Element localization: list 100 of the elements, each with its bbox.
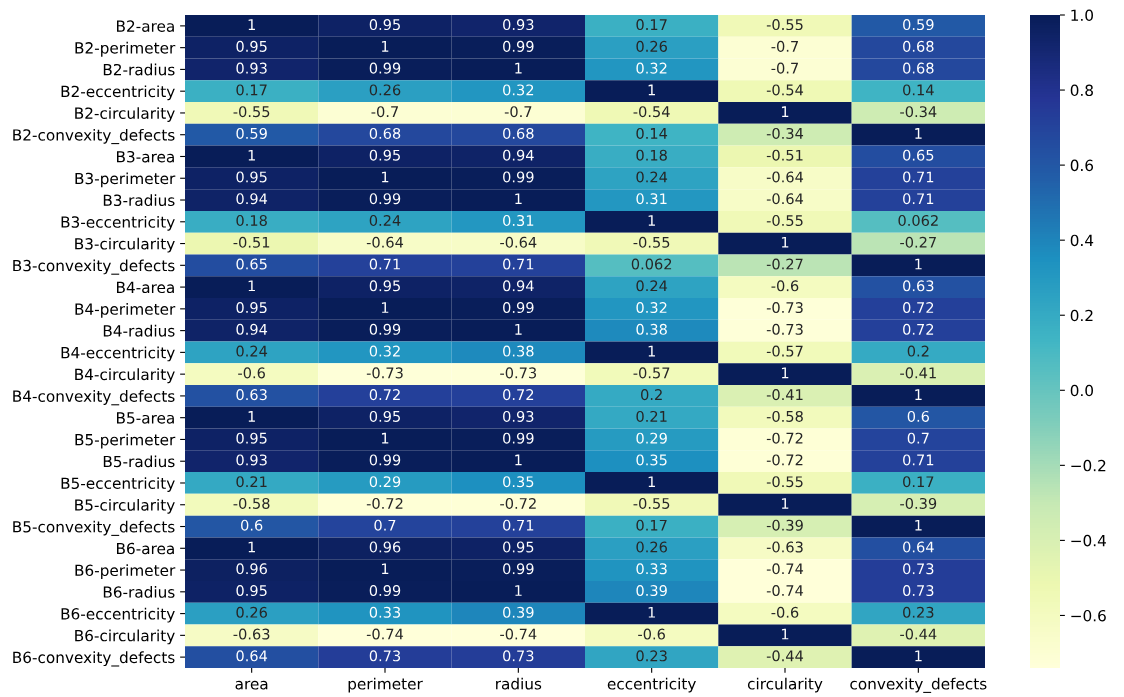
- data-label: 0.68: [903, 62, 934, 74]
- data-label: -0.6: [238, 367, 265, 379]
- data-label: 1: [915, 650, 922, 662]
- data-label: -0.72: [500, 497, 536, 509]
- data-label: -0.55: [766, 19, 803, 31]
- data-label: 1: [248, 280, 255, 292]
- y-tick-label: B2-convexity_defects: [13, 128, 175, 145]
- data-label: 0.18: [236, 214, 267, 227]
- data-label: 0.95: [236, 302, 267, 314]
- y-tick-label: B6-radius: [103, 586, 175, 598]
- data-label: 0.73: [903, 585, 934, 597]
- data-label: 0.26: [636, 40, 667, 52]
- y-tick-label: B5-circularity: [75, 498, 175, 514]
- color-bar-label: 0.4: [1070, 234, 1094, 247]
- data-label: -0.64: [766, 193, 804, 205]
- data-label: 0.32: [636, 302, 667, 314]
- data-label: 0.32: [369, 345, 400, 357]
- y-tick-label: B3-radius: [103, 194, 175, 207]
- data-label: 1: [381, 171, 389, 183]
- data-label: 1: [381, 563, 389, 575]
- data-label: 1: [648, 345, 655, 357]
- data-label: 0.38: [503, 345, 534, 357]
- data-label: 1: [915, 519, 922, 531]
- color-bar-label: 1.0: [1071, 9, 1093, 22]
- data-label: 0.32: [636, 62, 667, 74]
- data-label: 0.64: [903, 541, 934, 553]
- data-label: 0.26: [369, 84, 401, 96]
- data-label: -0.41: [900, 367, 936, 379]
- data-label: 0.72: [903, 323, 934, 335]
- color-bar-label: −0.4: [1071, 534, 1106, 547]
- x-tick-label: convexity_defects: [850, 677, 987, 693]
- data-label: 0.23: [636, 650, 667, 662]
- data-label: 0.7: [374, 519, 396, 531]
- data-label: -0.73: [766, 302, 803, 314]
- data-label: 0.72: [903, 302, 934, 314]
- data-label: 1: [781, 628, 789, 640]
- x-tick-label: radius: [496, 677, 542, 690]
- y-tick-label: B4-eccentricity: [61, 346, 175, 362]
- y-tick-label: B5-perimeter: [75, 433, 176, 449]
- y-tick-label: B2-circularity: [75, 107, 175, 122]
- data-label: 0.17: [636, 19, 667, 31]
- data-label: 0.64: [236, 650, 268, 662]
- data-label: -0.55: [633, 236, 670, 248]
- data-label: -0.6: [771, 606, 799, 618]
- data-label: 0.63: [236, 389, 267, 401]
- data-label: 0.72: [369, 389, 400, 401]
- x-tick-label: area: [235, 680, 268, 690]
- data-label: 0.73: [903, 563, 934, 575]
- data-label: 1: [515, 324, 522, 335]
- data-label: 0.95: [236, 40, 267, 52]
- data-label: -0.73: [366, 367, 403, 379]
- data-label: 0.24: [369, 214, 401, 227]
- y-tick-label: B3-area: [117, 150, 174, 163]
- y-tick-label: B6-perimeter: [75, 564, 176, 580]
- data-label: -0.41: [766, 389, 803, 401]
- data-label: 0.68: [503, 127, 534, 139]
- data-label: 0.95: [236, 585, 267, 597]
- data-label: -0.27: [766, 258, 803, 270]
- data-label: -0.6: [638, 628, 665, 640]
- data-label: 1: [381, 302, 389, 313]
- data-label: 0.32: [503, 84, 534, 96]
- data-label: -0.74: [500, 628, 537, 640]
- data-label: -0.72: [766, 454, 803, 466]
- data-label: 0.71: [503, 519, 534, 531]
- data-label: 0.38: [636, 323, 667, 335]
- data-label: -0.74: [766, 563, 804, 575]
- data-label: 0.93: [236, 62, 267, 74]
- data-label: 1: [781, 236, 789, 248]
- data-label: 0.99: [369, 193, 401, 205]
- data-label: 0.17: [903, 476, 934, 488]
- data-label: -0.55: [233, 106, 270, 118]
- data-label: 0.65: [903, 149, 934, 161]
- data-label: 1: [915, 128, 922, 139]
- data-label: -0.44: [900, 628, 937, 640]
- data-label: 1: [648, 606, 655, 618]
- data-label: 0.35: [636, 454, 667, 466]
- data-label: 0.23: [903, 606, 934, 618]
- data-label: 0.35: [503, 476, 534, 488]
- data-label: 0.95: [503, 541, 534, 553]
- data-label: 0.29: [636, 432, 667, 444]
- data-label: 1: [515, 454, 522, 466]
- data-label: 0.99: [369, 454, 401, 466]
- data-label: 1: [781, 367, 789, 379]
- data-label: 0.95: [236, 432, 267, 444]
- data-label: -0.73: [500, 367, 537, 379]
- color-bar-label: 0.2: [1070, 309, 1093, 322]
- data-label: 1: [915, 258, 922, 270]
- data-label: 1: [248, 541, 255, 553]
- data-label: -0.6: [771, 280, 799, 292]
- data-label: -0.57: [633, 367, 670, 379]
- data-label: -0.55: [766, 214, 803, 227]
- data-label: 0.21: [636, 410, 667, 422]
- data-label: -0.74: [766, 585, 804, 597]
- y-tick-label: B4-radius: [103, 324, 175, 337]
- data-label: 0.95: [369, 410, 400, 422]
- data-label: 0.94: [503, 280, 534, 292]
- data-label: 0.72: [503, 389, 534, 401]
- data-label: 0.062: [631, 258, 672, 270]
- data-label: 0.2: [641, 389, 662, 401]
- data-label: 1: [781, 498, 789, 509]
